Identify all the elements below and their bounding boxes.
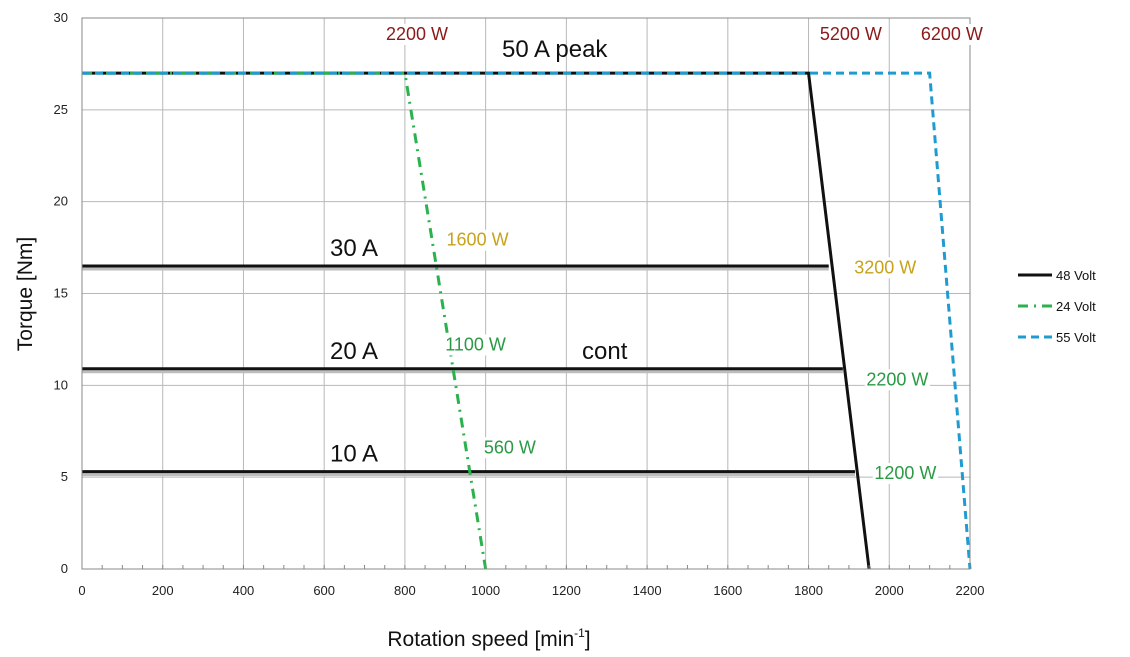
y-tick-label: 30 (54, 10, 68, 25)
power-label-bg (384, 24, 450, 46)
y-tick-label: 0 (61, 561, 68, 576)
x-tick-label: 1000 (471, 583, 500, 598)
peak-label: 50 A peak (502, 36, 608, 63)
current-label: 10 A (330, 441, 378, 468)
power-label: 5200 W (820, 24, 882, 44)
legend-label: 24 Volt (1056, 299, 1096, 314)
legend-label: 55 Volt (1056, 330, 1096, 345)
x-tick-label: 800 (394, 583, 416, 598)
power-label-bg (872, 463, 939, 485)
power-label: 1600 W (447, 230, 509, 250)
series-line-48-volt (82, 71, 871, 570)
power-label-bg (482, 437, 538, 459)
series-line-24-volt (82, 71, 488, 570)
x-tick-label: 1800 (794, 583, 823, 598)
series-lines (82, 71, 972, 570)
power-label: 560 W (484, 437, 536, 457)
y-tick-label: 20 (54, 194, 68, 209)
power-label: 3200 W (854, 257, 916, 277)
x-tick-label: 1200 (552, 583, 581, 598)
legend: 48 Volt 24 Volt 55 Volt (1018, 268, 1096, 345)
axes: 0 200 400 600 800 1000 1200 1400 1600 1800 2000 220… (54, 10, 985, 598)
annotations: 30 A 20 A 10 A 50 A peak cont 2200 W 5200 W 620… (330, 24, 985, 485)
x-axis-title: Rotation speed [min-1] (387, 626, 590, 651)
power-label: 1100 W (445, 334, 506, 354)
power-label: 2200 W (866, 369, 928, 389)
x-tick-label: 0 (78, 583, 85, 598)
plot-frame (81, 17, 971, 570)
y-tick-label: 5 (61, 469, 68, 484)
y-tick-label: 25 (54, 102, 68, 117)
x-tick-label: 2200 (956, 583, 985, 598)
current-label: 20 A (330, 338, 378, 365)
power-label-bg (442, 334, 509, 356)
y-axis-title: Torque [Nm] (14, 237, 37, 351)
x-tick-label: 1600 (713, 583, 742, 598)
x-tick-label: 200 (152, 583, 174, 598)
current-lines (82, 264, 855, 477)
power-label-bg (818, 24, 884, 46)
x-tick-label: 2000 (875, 583, 904, 598)
power-label: 1200 W (874, 463, 936, 483)
current-label: 30 A (330, 235, 378, 262)
power-label-bg (864, 369, 930, 391)
power-label-bg (919, 24, 985, 46)
y-tick-label: 15 (54, 286, 68, 301)
power-label-bg (852, 257, 918, 279)
power-label: 6200 W (921, 24, 983, 44)
cont-label: cont (582, 338, 628, 365)
x-tick-label: 1400 (633, 583, 662, 598)
y-tick-label: 10 (54, 377, 68, 392)
series-line-55-volt (82, 71, 972, 570)
power-label-bg (444, 229, 511, 251)
x-tick-label: 400 (233, 583, 255, 598)
power-label: 2200 W (386, 24, 448, 44)
x-tick-label: 600 (313, 583, 335, 598)
legend-label: 48 Volt (1056, 268, 1096, 283)
